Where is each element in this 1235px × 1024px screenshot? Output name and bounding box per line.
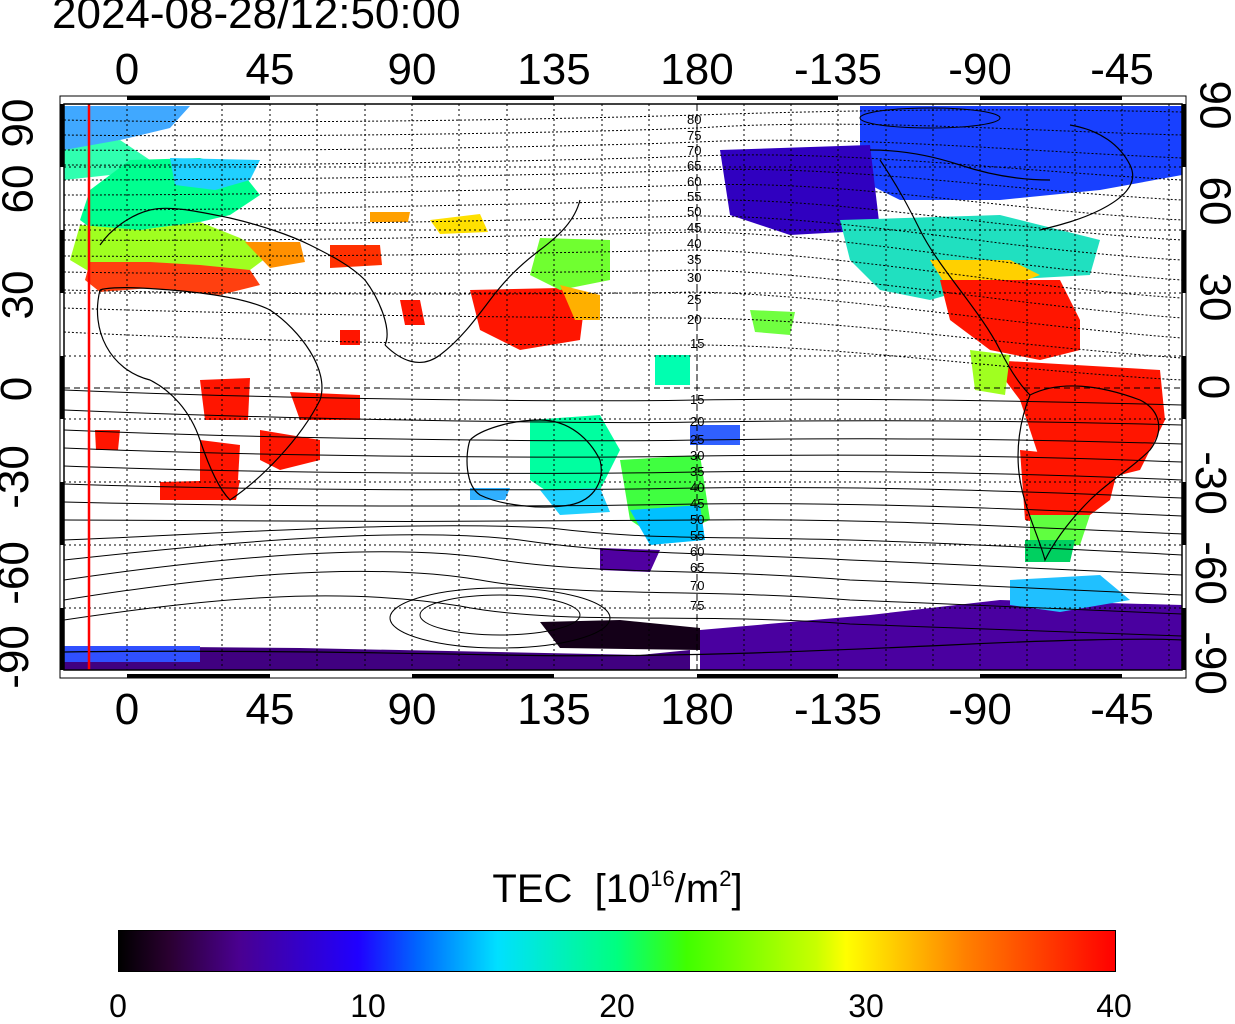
contour-label: 35 bbox=[687, 252, 701, 267]
bottom-tick-0: 0 bbox=[114, 685, 140, 734]
colorbar-tick-0: 0 bbox=[109, 988, 127, 1024]
colorbar-unit-suffix: ] bbox=[731, 867, 743, 911]
map-timestamp-title: 2024-08-28/12:50:00 bbox=[52, 0, 461, 38]
contour-label: 60 bbox=[687, 174, 701, 189]
colorbar-title: TEC [1016/m2] bbox=[0, 866, 1235, 911]
frame-tick-bars bbox=[60, 96, 1186, 678]
colorbar-tick-10: 10 bbox=[350, 988, 386, 1024]
map-plot-area: 80 75 70 65 60 55 50 45 40 35 30 25 20 1… bbox=[64, 104, 1182, 670]
colorbar-unit-exponent: 16 bbox=[650, 866, 675, 891]
colorbar-tick-20: 20 bbox=[599, 988, 635, 1024]
contour-label: 25 bbox=[690, 432, 704, 447]
top-tick-90: 90 bbox=[387, 45, 437, 94]
colorbar-unit-mid: /m bbox=[674, 867, 720, 911]
bottom-tick-m45: -45 bbox=[1090, 685, 1154, 734]
colorbar-unit-prefix: [10 bbox=[594, 867, 651, 911]
contour-label: 75 bbox=[690, 598, 704, 613]
contour-label: 70 bbox=[690, 578, 704, 593]
contour-label: 75 bbox=[687, 128, 701, 143]
contour-label: 50 bbox=[690, 512, 704, 527]
major-grid bbox=[64, 104, 1182, 670]
top-tick-45: 45 bbox=[245, 45, 295, 94]
bottom-tick-m135: -135 bbox=[793, 685, 883, 734]
contour-label: 30 bbox=[687, 270, 701, 285]
top-tick-m45: -45 bbox=[1090, 45, 1154, 94]
contour-label: 25 bbox=[687, 292, 701, 307]
top-tick-0: 0 bbox=[114, 45, 140, 94]
contour-labels-north: 80 75 70 65 60 55 50 45 40 35 30 25 20 1… bbox=[687, 112, 704, 351]
magnetic-contours bbox=[64, 107, 1182, 649]
contour-label: 55 bbox=[687, 189, 701, 204]
bottom-tick-135: 135 bbox=[517, 685, 591, 734]
contour-label: 45 bbox=[690, 496, 704, 511]
contour-label: 20 bbox=[690, 414, 704, 429]
top-tick-135: 135 bbox=[517, 45, 591, 94]
colorbar-tick-40: 40 bbox=[1096, 988, 1132, 1024]
colorbar-title-name: TEC bbox=[492, 867, 573, 911]
contour-label: 70 bbox=[687, 143, 701, 158]
tec-colorbar bbox=[118, 930, 1116, 972]
lat-lon-grid bbox=[64, 104, 1182, 670]
contour-label: 40 bbox=[690, 480, 704, 495]
contour-label: 15 bbox=[690, 392, 704, 407]
contour-label: 30 bbox=[690, 448, 704, 463]
colorbar-unit-exponent-2: 2 bbox=[719, 866, 732, 891]
contour-label: 55 bbox=[690, 528, 704, 543]
bottom-tick-45: 45 bbox=[245, 685, 295, 734]
contour-label: 20 bbox=[687, 312, 701, 327]
contour-label: 80 bbox=[687, 112, 701, 127]
contour-label: 50 bbox=[687, 204, 701, 219]
top-tick-180: 180 bbox=[660, 45, 734, 94]
contour-labels-south: 15 20 25 30 35 40 45 50 55 60 65 70 75 bbox=[690, 392, 704, 613]
bottom-tick-180: 180 bbox=[660, 685, 734, 734]
contour-label: 15 bbox=[690, 336, 704, 351]
contour-label: 40 bbox=[687, 236, 701, 251]
contour-label: 65 bbox=[690, 560, 704, 575]
top-tick-m135: -135 bbox=[793, 45, 883, 94]
colorbar-tick-30: 30 bbox=[848, 988, 884, 1024]
contour-label: 45 bbox=[687, 220, 701, 235]
contour-label: 60 bbox=[690, 544, 704, 559]
bottom-tick-m90: -90 bbox=[948, 685, 1012, 734]
contour-label: 65 bbox=[687, 158, 701, 173]
tec-world-map: 80 75 70 65 60 55 50 45 40 35 30 25 20 1… bbox=[59, 95, 1187, 679]
bottom-tick-90: 90 bbox=[387, 685, 437, 734]
contour-label: 35 bbox=[690, 464, 704, 479]
top-tick-m90: -90 bbox=[948, 45, 1012, 94]
coastlines bbox=[64, 124, 1182, 657]
